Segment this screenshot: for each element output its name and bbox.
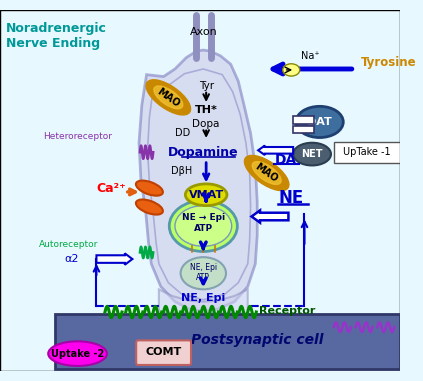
Text: VMAT: VMAT <box>189 190 224 200</box>
Text: α2: α2 <box>65 254 79 264</box>
Text: NET: NET <box>301 149 323 159</box>
Text: DAT: DAT <box>307 117 332 127</box>
Text: NE, Epi
ATP: NE, Epi ATP <box>190 263 217 282</box>
Text: NE, Epi: NE, Epi <box>181 293 225 303</box>
Ellipse shape <box>181 257 226 289</box>
Text: UpTake -1: UpTake -1 <box>343 147 391 157</box>
Ellipse shape <box>185 184 227 206</box>
FancyBboxPatch shape <box>0 10 400 371</box>
FancyBboxPatch shape <box>136 340 191 365</box>
Text: Axon: Axon <box>190 27 217 37</box>
Text: NE: NE <box>279 189 304 207</box>
Text: Tyrosine: Tyrosine <box>361 56 417 69</box>
Text: NE → Epi
ATP: NE → Epi ATP <box>182 213 225 233</box>
Text: Dopamine: Dopamine <box>168 146 239 159</box>
Text: Ca²⁺: Ca²⁺ <box>97 182 126 195</box>
Ellipse shape <box>136 181 163 196</box>
FancyBboxPatch shape <box>55 314 400 369</box>
Ellipse shape <box>136 200 163 215</box>
Text: MAO: MAO <box>253 162 280 184</box>
Text: DD: DD <box>175 128 190 138</box>
FancyBboxPatch shape <box>293 126 314 133</box>
Ellipse shape <box>154 86 183 109</box>
FancyArrow shape <box>252 210 288 223</box>
Ellipse shape <box>296 106 343 138</box>
Ellipse shape <box>169 200 237 251</box>
Ellipse shape <box>146 80 191 115</box>
Text: Na⁺: Na⁺ <box>301 51 319 61</box>
Text: MAO: MAO <box>155 86 181 109</box>
Ellipse shape <box>252 162 281 184</box>
Text: Uptake -2: Uptake -2 <box>51 349 104 359</box>
Ellipse shape <box>175 206 232 246</box>
Text: TH*: TH* <box>195 105 217 115</box>
FancyArrow shape <box>258 146 293 155</box>
Ellipse shape <box>283 64 300 76</box>
Polygon shape <box>159 289 248 313</box>
FancyBboxPatch shape <box>334 142 400 163</box>
Text: DβH: DβH <box>171 166 192 176</box>
Text: DA: DA <box>275 153 297 167</box>
FancyArrow shape <box>96 253 132 265</box>
Text: Tyr: Tyr <box>198 81 214 91</box>
Ellipse shape <box>244 155 289 190</box>
Text: Autoreceptor: Autoreceptor <box>39 240 99 250</box>
Ellipse shape <box>48 341 107 366</box>
Text: Noradrenergic
Nerve Ending: Noradrenergic Nerve Ending <box>5 22 107 50</box>
Text: Heteroreceptor: Heteroreceptor <box>43 131 112 141</box>
Ellipse shape <box>293 143 331 165</box>
Text: Postsynaptic cell: Postsynaptic cell <box>191 333 324 347</box>
Polygon shape <box>139 50 257 311</box>
FancyBboxPatch shape <box>293 116 314 124</box>
Text: Receptor: Receptor <box>259 306 316 316</box>
Text: COMT: COMT <box>146 347 182 357</box>
Text: Dopa: Dopa <box>192 119 220 129</box>
